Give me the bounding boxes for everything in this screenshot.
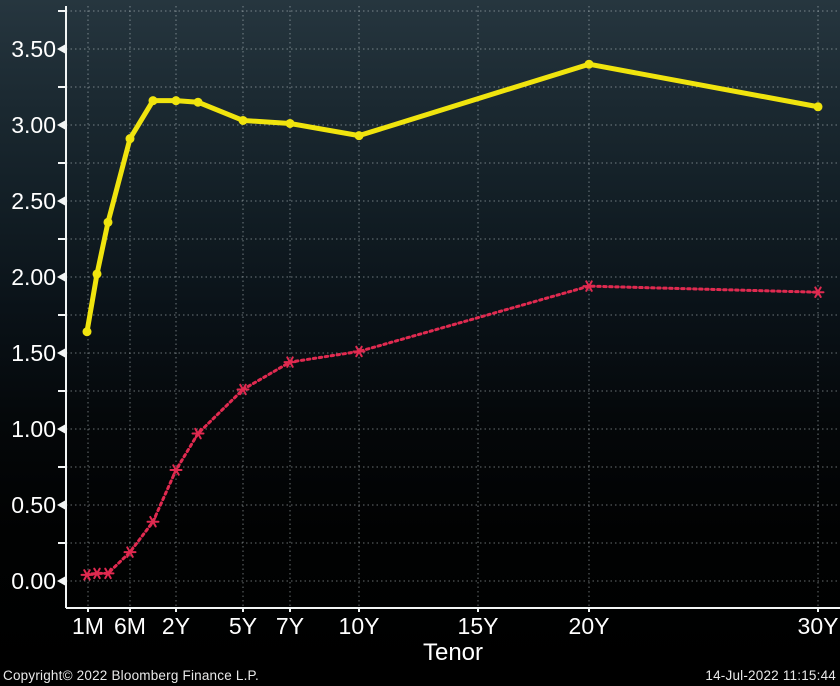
data-point-yellow-solid-curve-20Y[interactable] <box>584 59 594 69</box>
data-point-yellow-solid-curve-7Y[interactable] <box>285 118 295 128</box>
data-point-red-dotted-curve-2Y[interactable] <box>172 464 180 476</box>
x-tick-label: 10Y <box>339 613 380 639</box>
timestamp-text: 14-Jul-2022 11:15:44 <box>705 668 836 683</box>
y-major-tick-arrow <box>57 424 65 434</box>
y-major-tick-arrow <box>57 120 65 130</box>
data-point-yellow-solid-curve-3M[interactable] <box>103 217 113 227</box>
data-point-yellow-solid-curve-6M[interactable] <box>125 134 135 144</box>
data-point-yellow-solid-curve-1Y[interactable] <box>148 96 158 106</box>
data-point-yellow-solid-curve-30Y[interactable] <box>813 102 823 112</box>
y-major-tick-arrow <box>57 500 65 510</box>
y-tick-label: 2.00 <box>11 264 56 290</box>
y-major-tick-arrow <box>57 44 65 54</box>
y-tick-label: 0.50 <box>11 492 56 518</box>
y-major-tick-arrow <box>57 196 65 206</box>
data-point-red-dotted-curve-3M[interactable] <box>104 567 112 580</box>
y-tick-label: 1.00 <box>11 416 56 442</box>
y-major-tick-arrow <box>57 576 65 586</box>
data-point-red-dotted-curve-7Y[interactable] <box>286 356 294 368</box>
data-point-yellow-solid-curve-3Y[interactable] <box>193 97 203 107</box>
y-tick-label: 0.00 <box>11 568 56 594</box>
x-tick-label: 1M <box>72 613 104 639</box>
x-axis-title: Tenor <box>423 639 483 666</box>
x-tick-label: 15Y <box>458 613 499 639</box>
y-major-tick-arrow <box>57 348 65 358</box>
data-point-red-dotted-curve-2M[interactable] <box>93 567 101 580</box>
x-tick-label: 7Y <box>276 613 304 639</box>
footer-bar: Copyright© 2022 Bloomberg Finance L.P. 1… <box>0 664 840 686</box>
data-point-red-dotted-curve-1Y[interactable] <box>149 515 157 528</box>
y-major-tick-arrow <box>57 272 65 282</box>
y-tick-label: 3.50 <box>11 36 56 62</box>
x-tick-label: 5Y <box>229 613 257 639</box>
y-tick-label: 1.50 <box>11 340 56 366</box>
x-tick-label: 6M <box>114 613 146 639</box>
y-tick-label: 2.50 <box>11 188 56 214</box>
x-tick-label: 20Y <box>569 613 610 639</box>
x-tick-label: 2Y <box>162 613 190 639</box>
x-tick-label: 30Y <box>798 613 839 639</box>
data-point-red-dotted-curve-30Y[interactable] <box>814 286 822 298</box>
data-point-red-dotted-curve-10Y[interactable] <box>355 345 363 358</box>
data-point-red-dotted-curve-6M[interactable] <box>126 546 134 558</box>
data-point-red-dotted-curve-1M[interactable] <box>83 569 91 581</box>
data-point-red-dotted-curve-5Y[interactable] <box>239 383 247 396</box>
data-point-red-dotted-curve-20Y[interactable] <box>585 280 593 292</box>
copyright-text: Copyright© 2022 Bloomberg Finance L.P. <box>3 668 259 683</box>
y-tick-label: 3.00 <box>11 112 56 138</box>
series-line-yellow-solid-curve[interactable] <box>84 61 821 335</box>
data-point-yellow-solid-curve-10Y[interactable] <box>354 131 364 141</box>
data-point-yellow-solid-curve-5Y[interactable] <box>238 115 248 125</box>
data-point-yellow-solid-curve-2Y[interactable] <box>171 96 181 106</box>
data-point-yellow-solid-curve-1M[interactable] <box>82 327 92 337</box>
data-point-yellow-solid-curve-2M[interactable] <box>92 269 102 279</box>
data-point-red-dotted-curve-3Y[interactable] <box>194 427 202 440</box>
